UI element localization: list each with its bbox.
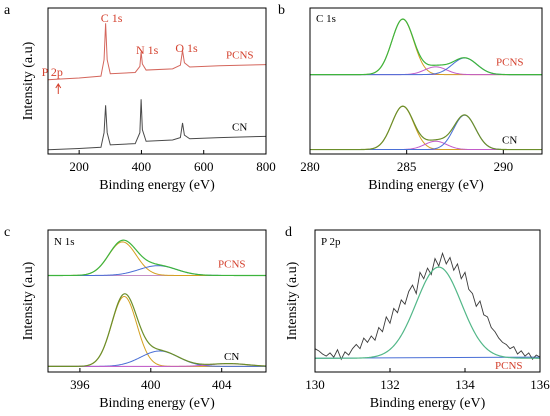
series-line xyxy=(48,23,266,81)
x-tick-label: 400 xyxy=(132,159,152,174)
fit-envelope xyxy=(48,293,266,367)
y-axis-label: Intensity (a.u) xyxy=(21,261,36,340)
plot-area xyxy=(48,23,266,151)
x-tick-label: 130 xyxy=(305,377,325,392)
fit-envelope xyxy=(48,239,266,277)
panel-letter: b xyxy=(278,3,285,18)
x-tick-label: 132 xyxy=(380,377,400,392)
raw-data-line xyxy=(315,251,540,361)
x-tick-label: 800 xyxy=(256,159,276,174)
series-line xyxy=(48,99,266,151)
annotation: O 1s xyxy=(175,41,198,55)
fit-envelope xyxy=(310,18,542,76)
axes-frame xyxy=(47,7,267,155)
x-axis-label: Binding energy (eV) xyxy=(370,396,486,411)
series-label: PCNS xyxy=(496,57,524,69)
plot-area xyxy=(48,239,266,367)
annotation: C 1s xyxy=(101,11,123,25)
annotation: P 2p xyxy=(42,65,63,79)
panel-d: 130 132 134 136 d P 2p Binding energy (eV) Inte… xyxy=(285,225,550,411)
plot-area xyxy=(315,251,540,361)
x-tick-label: 404 xyxy=(212,377,232,392)
x-axis-label: Binding energy (eV) xyxy=(99,396,215,411)
panel-a: 200 400 600 800 a Binding energy (eV) Intensit… xyxy=(4,3,276,193)
series-label: PCNS xyxy=(218,258,246,270)
axes-frame xyxy=(314,229,541,373)
x-tick-label: 285 xyxy=(397,159,417,174)
y-axis-label: Intensity (a.u) xyxy=(21,41,36,120)
plot-area xyxy=(310,18,542,151)
x-tick-label: 280 xyxy=(300,159,320,174)
panel-title: N 1s xyxy=(54,236,74,248)
fit-envelope xyxy=(310,105,542,151)
axes-frame xyxy=(47,229,267,373)
panel-title: C 1s xyxy=(316,13,336,25)
series-label: PCNS xyxy=(226,50,254,62)
fit-envelope xyxy=(315,266,540,359)
x-tick-label: 400 xyxy=(141,377,161,392)
x-axis-label: Binding energy (eV) xyxy=(99,178,215,193)
panel-letter: d xyxy=(285,225,292,240)
x-axis-label: Binding energy (eV) xyxy=(368,178,484,193)
series-label: CN xyxy=(502,135,517,147)
panel-c: 396 400 404 c N 1s Binding energy (eV) Intensi… xyxy=(4,225,267,411)
x-tick-label: 396 xyxy=(70,377,90,392)
panel-letter: a xyxy=(4,3,11,18)
y-axis-label: Intensity (a.u) xyxy=(285,261,300,340)
x-tick-label: 200 xyxy=(69,159,89,174)
series-label: CN xyxy=(232,121,247,133)
panel-title: P 2p xyxy=(321,236,341,248)
panel-letter: c xyxy=(4,225,10,240)
x-tick-label: 600 xyxy=(194,159,214,174)
axes-frame xyxy=(309,7,543,155)
x-tick-label: 134 xyxy=(455,377,475,392)
series-label: CN xyxy=(224,351,239,363)
panel-b: 280 285 290 b C 1s Binding energy (eV) PCNS CN xyxy=(278,3,543,193)
series-label: PCNS xyxy=(495,360,523,372)
annotation-arrow xyxy=(55,83,62,94)
x-tick-label: 136 xyxy=(530,377,550,392)
x-tick-label: 290 xyxy=(494,159,514,174)
annotation: N 1s xyxy=(136,43,159,57)
